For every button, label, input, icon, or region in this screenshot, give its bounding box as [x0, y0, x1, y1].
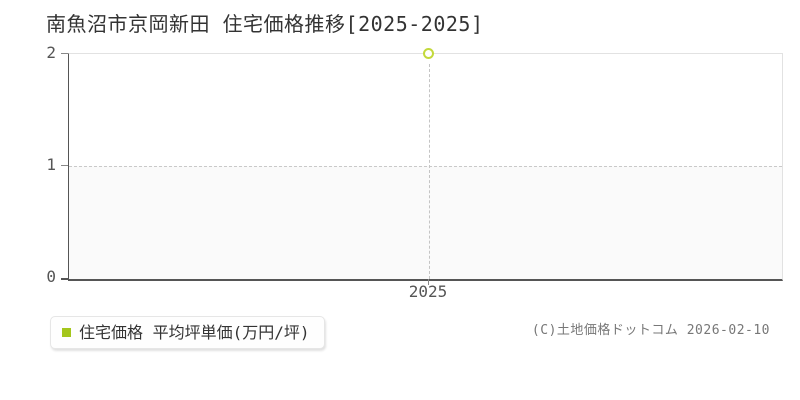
gridline-y1: [69, 166, 782, 167]
x-axis-tick-2025: [428, 279, 429, 285]
y-axis-label-1: 1: [46, 155, 56, 174]
x-axis-origin-tick: [61, 278, 68, 280]
legend: 住宅価格 平均坪単価(万円/坪): [50, 316, 325, 349]
gridline-x2025: [429, 64, 430, 279]
chart-title: 南魚沼市京岡新田 住宅価格推移[2025-2025]: [46, 12, 484, 36]
plot-area: [68, 48, 783, 281]
lower-band: [69, 166, 782, 279]
data-point-2025[interactable]: [423, 48, 434, 59]
x-axis-label-2025: 2025: [408, 282, 448, 301]
legend-swatch-icon: [62, 328, 71, 337]
y-axis-label-2: 2: [46, 43, 56, 62]
y-axis-tick-2: [61, 53, 68, 54]
y-axis-label-0: 0: [46, 267, 56, 286]
legend-label: 住宅価格 平均坪単価(万円/坪): [79, 323, 310, 342]
y-axis-tick-1: [61, 165, 68, 166]
copyright-text: (C)土地価格ドットコム 2026-02-10: [531, 323, 770, 338]
